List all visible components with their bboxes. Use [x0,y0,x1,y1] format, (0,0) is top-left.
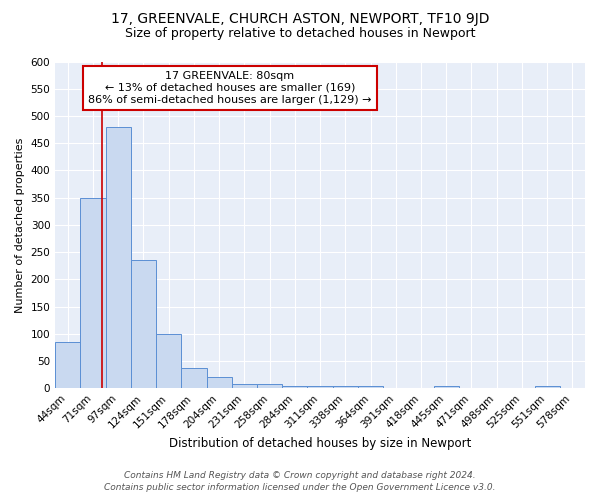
Bar [232,384,257,388]
Bar [181,368,206,388]
Bar [257,384,282,388]
Bar [131,260,156,388]
Bar [55,342,80,388]
Text: Size of property relative to detached houses in Newport: Size of property relative to detached ho… [125,28,475,40]
X-axis label: Distribution of detached houses by size in Newport: Distribution of detached houses by size … [169,437,471,450]
Bar [206,378,232,388]
Bar [434,386,459,388]
Bar [332,386,358,388]
Bar [106,127,131,388]
Bar [80,198,106,388]
Bar [535,386,560,388]
Y-axis label: Number of detached properties: Number of detached properties [15,137,25,312]
Bar [307,386,332,388]
Text: Contains HM Land Registry data © Crown copyright and database right 2024.
Contai: Contains HM Land Registry data © Crown c… [104,471,496,492]
Text: 17 GREENVALE: 80sqm
← 13% of detached houses are smaller (169)
86% of semi-detac: 17 GREENVALE: 80sqm ← 13% of detached ho… [88,72,372,104]
Text: 17, GREENVALE, CHURCH ASTON, NEWPORT, TF10 9JD: 17, GREENVALE, CHURCH ASTON, NEWPORT, TF… [111,12,489,26]
Bar [156,334,181,388]
Bar [282,386,307,388]
Bar [358,386,383,388]
